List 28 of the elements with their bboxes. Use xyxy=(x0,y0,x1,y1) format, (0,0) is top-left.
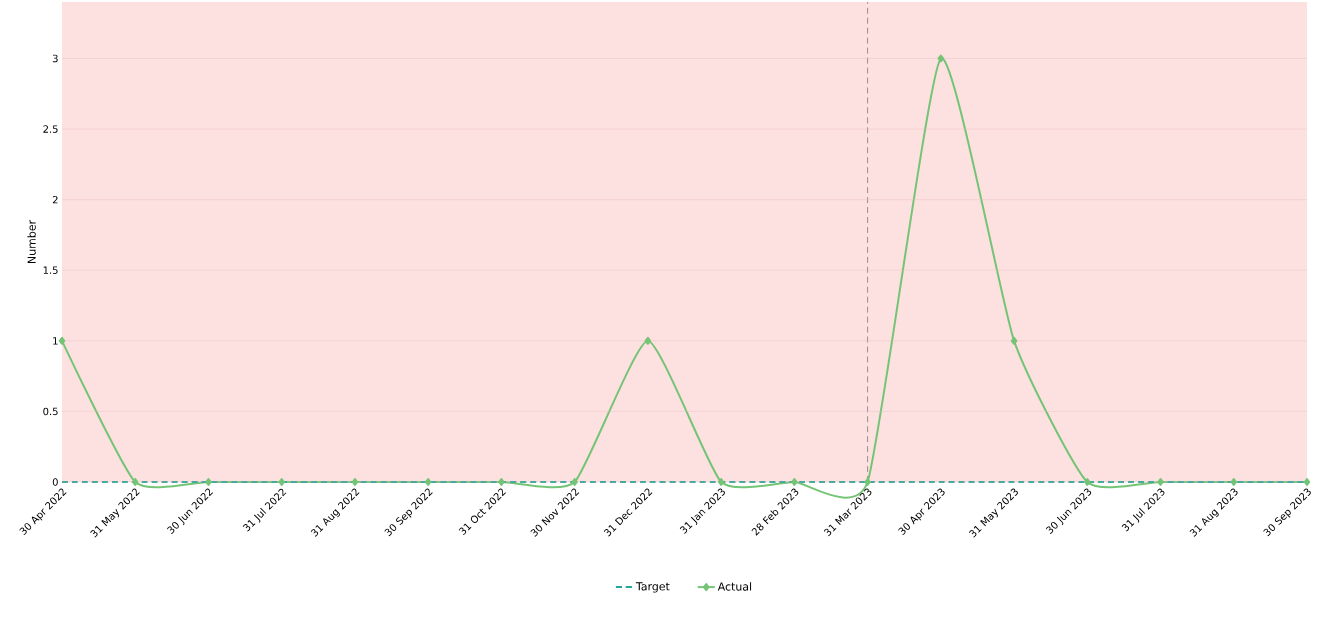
point xyxy=(205,478,212,486)
y-tick-label: 2.5 xyxy=(43,125,58,133)
point xyxy=(864,478,871,486)
legend-label: Actual xyxy=(717,582,752,591)
point xyxy=(644,336,652,345)
point xyxy=(717,478,725,486)
point xyxy=(1010,336,1018,345)
point xyxy=(571,478,578,486)
point xyxy=(424,478,432,486)
y-axis-title: Number xyxy=(27,219,36,263)
point xyxy=(498,478,505,486)
point xyxy=(58,336,66,345)
y-tick-label: 0 xyxy=(52,478,58,486)
point xyxy=(1157,478,1164,486)
y-tick-label: 0.5 xyxy=(43,407,58,416)
point xyxy=(791,478,798,486)
point xyxy=(131,478,139,486)
y-tick-label: 1 xyxy=(53,337,58,345)
y-tick-label: 2 xyxy=(52,195,58,204)
point xyxy=(1084,478,1091,486)
point xyxy=(278,478,285,486)
y-tick-label: 1.5 xyxy=(43,266,58,274)
point xyxy=(1230,478,1238,486)
legend-label: Target xyxy=(635,582,670,593)
y-tick-label: 3 xyxy=(52,54,58,63)
point xyxy=(937,54,945,63)
point xyxy=(1303,478,1311,486)
point xyxy=(351,478,359,486)
